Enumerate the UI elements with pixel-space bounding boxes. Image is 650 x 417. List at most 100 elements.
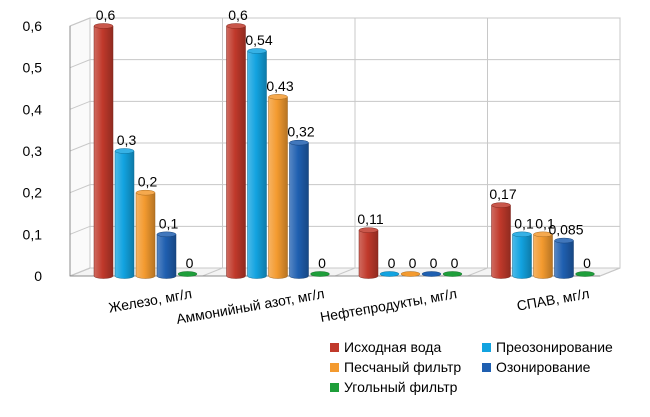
y-tick-label: 0 — [34, 268, 42, 284]
legend-swatch — [330, 383, 339, 392]
y-tick-label: 0,2 — [23, 185, 43, 201]
bar-flat — [400, 271, 421, 277]
bar — [491, 202, 511, 279]
bar — [379, 271, 400, 277]
value-label: 0,1 — [159, 215, 179, 231]
bar-top — [247, 48, 267, 54]
bar — [442, 271, 463, 277]
bar-body — [289, 142, 309, 279]
legend-item: Песчаный фильтр — [330, 359, 461, 375]
gridline-floor — [467, 267, 488, 277]
value-label: 0,43 — [266, 78, 293, 94]
value-label: 0,11 — [357, 211, 383, 227]
legend-item: Преозонирование — [482, 339, 613, 355]
legend-swatch — [330, 343, 339, 352]
bar — [177, 271, 198, 277]
y-tick-label: 0,1 — [23, 226, 43, 242]
legend: Исходная вода Преозонирование Песчаный фил… — [330, 339, 613, 395]
bar — [226, 23, 246, 279]
legend-swatch — [482, 343, 491, 352]
legend-item: Угольный фильтр — [330, 379, 458, 395]
bar-body — [554, 240, 574, 279]
bar-flat — [177, 271, 198, 277]
gridline-floor — [69, 267, 91, 277]
value-label: 0 — [318, 255, 326, 271]
bar — [533, 231, 553, 279]
bar-top — [533, 231, 553, 238]
legend-swatch — [482, 363, 491, 372]
value-label: 0,2 — [138, 174, 158, 190]
legend-item: Озонирование — [482, 359, 591, 375]
bar-body — [533, 234, 553, 279]
bar — [268, 94, 288, 279]
bar-body — [114, 150, 135, 279]
bar-body — [93, 25, 114, 279]
bar-flat — [442, 271, 463, 277]
value-label: 0 — [451, 255, 459, 271]
y-tick-label: 0,4 — [23, 101, 43, 117]
value-label: 0,1 — [535, 215, 555, 231]
bar — [114, 148, 135, 279]
legend-label: Преозонирование — [496, 339, 613, 355]
bar — [358, 227, 379, 279]
bar-body — [156, 234, 177, 279]
value-label: 0,6 — [96, 7, 116, 23]
bar-top — [289, 139, 309, 146]
bar-top — [226, 23, 246, 29]
bar-body — [268, 96, 288, 279]
bar-top — [268, 94, 288, 100]
value-label: 0,6 — [228, 7, 248, 23]
gridline-floor — [599, 267, 621, 277]
bar-top — [491, 202, 511, 208]
category-label: Нефтепродукты, мг/л — [319, 285, 458, 325]
bar-flat — [575, 271, 595, 277]
bar — [247, 48, 267, 279]
bar-body — [491, 204, 511, 279]
bar-flat — [379, 271, 400, 277]
bar — [400, 271, 421, 277]
value-label: 0 — [583, 255, 591, 271]
bar — [575, 271, 595, 277]
bar-top — [554, 237, 574, 244]
bar-top — [512, 231, 532, 238]
bar-top — [358, 227, 379, 233]
bar — [156, 231, 177, 279]
value-label: 0,3 — [117, 132, 137, 148]
bar-body — [226, 25, 246, 279]
bar-flat — [421, 271, 442, 277]
legend-label: Угольный фильтр — [344, 379, 458, 395]
bar — [310, 271, 330, 277]
bar-top — [93, 23, 114, 29]
value-label: 0 — [430, 255, 438, 271]
value-label: 0 — [186, 255, 194, 271]
legend-swatch — [330, 363, 339, 372]
bar-top — [156, 231, 177, 238]
category-label: СПАВ, мг/л — [515, 285, 590, 314]
legend-item: Исходная вода — [330, 339, 441, 355]
bar-body — [358, 229, 379, 279]
bar-body — [247, 50, 267, 279]
y-tick-label: 0,3 — [23, 143, 43, 159]
value-label: 0,17 — [489, 186, 516, 202]
value-label: 0,32 — [287, 124, 314, 140]
legend-label: Озонирование — [496, 359, 591, 375]
bar-body — [512, 234, 532, 279]
gridline-floor — [202, 267, 223, 277]
bar-body — [135, 192, 156, 279]
value-label: 0,085 — [548, 222, 583, 238]
value-label: 0,1 — [514, 215, 534, 231]
bar-flat — [310, 271, 330, 277]
bar — [512, 231, 532, 279]
bar — [554, 237, 574, 279]
bar — [135, 189, 156, 279]
bar-top — [114, 148, 135, 154]
legend-label: Исходная вода — [344, 339, 441, 355]
legend-label: Песчаный фильтр — [344, 359, 461, 375]
bar — [421, 271, 442, 277]
y-tick-label: 0,6 — [23, 18, 43, 34]
bars — [93, 23, 595, 279]
gridline-floor — [334, 267, 356, 277]
